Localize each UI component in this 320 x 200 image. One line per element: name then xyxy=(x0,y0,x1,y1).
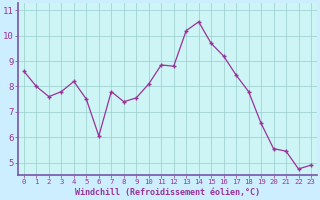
X-axis label: Windchill (Refroidissement éolien,°C): Windchill (Refroidissement éolien,°C) xyxy=(75,188,260,197)
